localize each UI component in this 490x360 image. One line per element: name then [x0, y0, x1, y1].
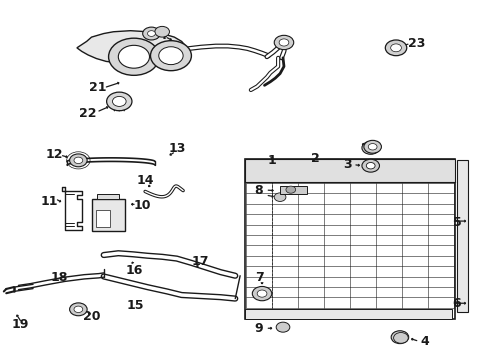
Circle shape: [279, 39, 289, 46]
Circle shape: [159, 47, 183, 64]
Circle shape: [362, 141, 379, 154]
Circle shape: [395, 334, 404, 341]
Text: 9: 9: [254, 322, 263, 335]
Circle shape: [74, 306, 83, 312]
Text: 4: 4: [421, 335, 430, 348]
Circle shape: [70, 154, 87, 167]
Text: 3: 3: [343, 158, 352, 171]
Text: 6: 6: [453, 297, 461, 310]
Text: 20: 20: [83, 310, 100, 323]
Circle shape: [367, 145, 375, 151]
Circle shape: [391, 44, 401, 52]
Circle shape: [368, 144, 377, 150]
Text: 15: 15: [126, 299, 144, 312]
Text: 16: 16: [125, 264, 143, 276]
Text: 21: 21: [89, 81, 107, 94]
Text: 5: 5: [453, 216, 461, 229]
Circle shape: [385, 40, 407, 56]
Bar: [97, 194, 119, 199]
Circle shape: [74, 157, 83, 163]
Text: 11: 11: [40, 195, 58, 208]
Circle shape: [257, 290, 267, 297]
Circle shape: [274, 35, 294, 50]
Polygon shape: [77, 31, 189, 63]
Circle shape: [276, 322, 290, 332]
Text: 22: 22: [79, 107, 97, 120]
Circle shape: [252, 287, 272, 301]
Circle shape: [107, 92, 132, 111]
Bar: [97, 210, 110, 227]
Circle shape: [150, 41, 192, 71]
Text: 17: 17: [192, 255, 209, 268]
Text: 13: 13: [168, 142, 186, 155]
Bar: [245, 309, 452, 319]
Circle shape: [391, 331, 409, 343]
Text: 14: 14: [136, 174, 154, 187]
Text: 12: 12: [45, 148, 63, 161]
Text: 7: 7: [255, 271, 264, 284]
Circle shape: [70, 303, 87, 316]
Circle shape: [118, 45, 149, 68]
Bar: [245, 158, 455, 319]
Circle shape: [147, 31, 155, 36]
Text: 1: 1: [268, 154, 276, 167]
Circle shape: [113, 96, 126, 107]
Bar: [280, 186, 307, 194]
Text: 24: 24: [149, 29, 167, 42]
Text: 23: 23: [408, 37, 425, 50]
Circle shape: [364, 140, 381, 153]
Bar: [245, 158, 455, 182]
Circle shape: [362, 159, 379, 172]
Text: 19: 19: [11, 318, 28, 331]
Bar: [92, 199, 124, 231]
Circle shape: [155, 26, 170, 37]
Circle shape: [143, 27, 160, 40]
Text: 18: 18: [50, 271, 68, 284]
Text: 10: 10: [134, 198, 151, 212]
Circle shape: [286, 186, 295, 193]
Circle shape: [393, 333, 408, 343]
Circle shape: [109, 38, 159, 75]
Circle shape: [274, 193, 286, 202]
Circle shape: [367, 162, 375, 169]
Text: 8: 8: [254, 184, 263, 197]
Text: 2: 2: [311, 152, 320, 165]
Bar: [457, 160, 467, 312]
